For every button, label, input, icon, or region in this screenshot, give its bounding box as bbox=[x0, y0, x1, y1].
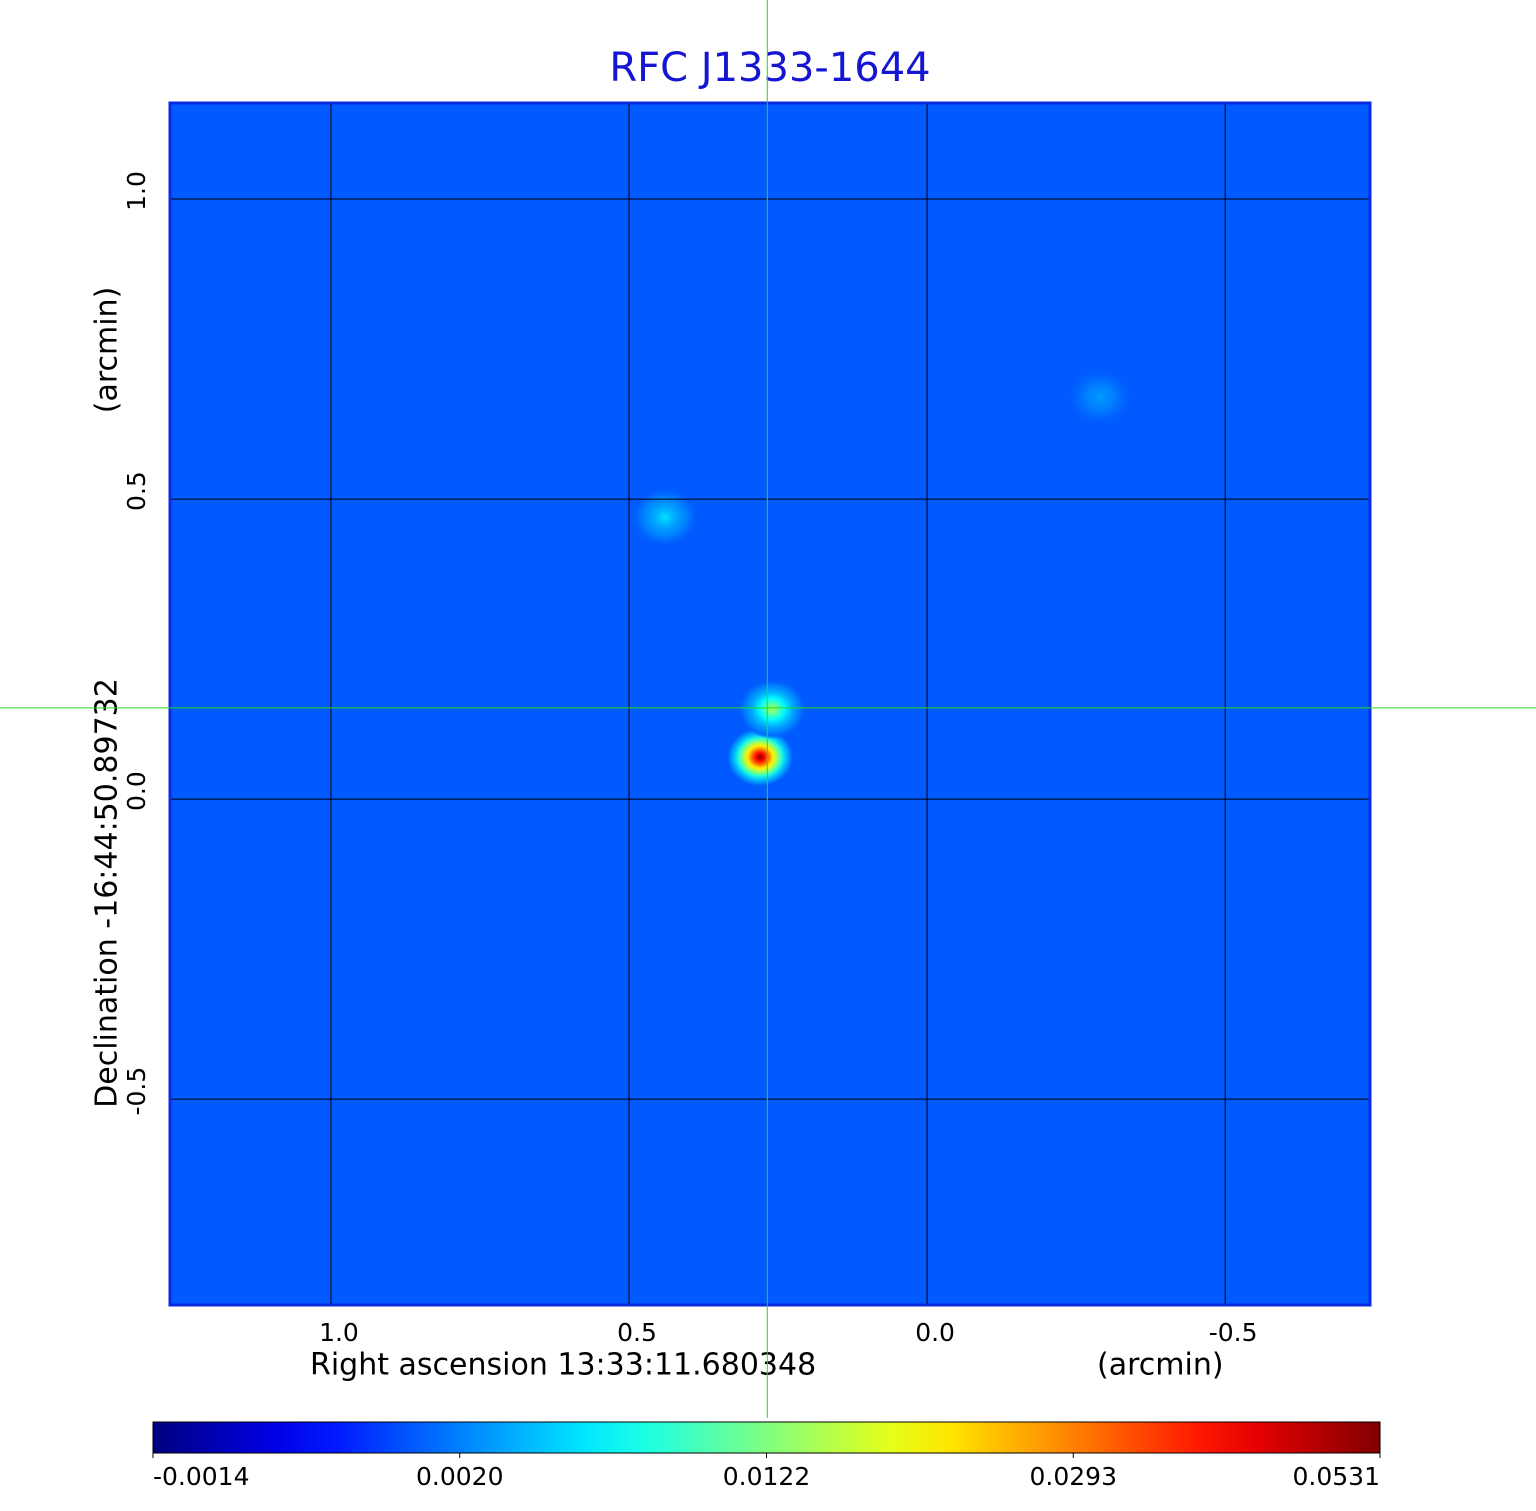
y-tick-label: 0.0 bbox=[122, 771, 151, 811]
colorbar-tick-label: 0.0122 bbox=[723, 1462, 810, 1491]
plot-frame bbox=[168, 101, 1372, 1307]
colorbar-tick-label: 0.0531 bbox=[1293, 1462, 1380, 1491]
y-axis-label: Declination -16:44:50.89732 bbox=[90, 678, 125, 1108]
x-axis-label: Right ascension 13:33:11.680348 bbox=[310, 1348, 816, 1383]
source bbox=[726, 727, 795, 788]
colorbar bbox=[152, 1421, 1381, 1454]
x-tick-label: -0.5 bbox=[1209, 1318, 1258, 1347]
x-axis-unit: (arcmin) bbox=[1097, 1348, 1224, 1383]
x-tick-label: 0.5 bbox=[617, 1318, 657, 1347]
y-tick-label: 0.5 bbox=[122, 471, 151, 511]
x-tick-label: 1.0 bbox=[319, 1318, 359, 1347]
y-axis-unit: (arcmin) bbox=[90, 287, 125, 414]
colorbar-tick-label: -0.0014 bbox=[153, 1462, 250, 1491]
colorbar-tick-label: 0.0293 bbox=[1030, 1462, 1117, 1491]
chart-title: RFC J1333-1644 bbox=[609, 45, 930, 91]
x-tick-label: 0.0 bbox=[915, 1318, 955, 1347]
source bbox=[630, 487, 699, 548]
colorbar-tick-label: 0.0020 bbox=[416, 1462, 503, 1491]
source bbox=[1065, 367, 1134, 428]
source bbox=[738, 679, 807, 740]
y-tick-label: -0.5 bbox=[122, 1067, 151, 1116]
y-tick-label: 1.0 bbox=[122, 171, 151, 211]
